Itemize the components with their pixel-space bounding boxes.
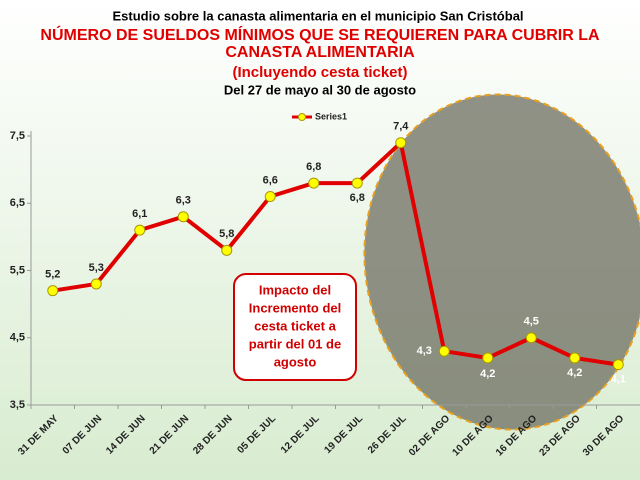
title-line: CANASTA ALIMENTARIA (225, 44, 415, 61)
subtitle: (Incluyendo cesta ticket) (232, 64, 407, 81)
value-label: 5,2 (45, 269, 60, 281)
value-label: 6,3 (176, 195, 191, 207)
point (90, 278, 102, 290)
title-line: NÚMERO DE SUELDOS MÍNIMOS QUE SE REQUIER… (40, 25, 600, 44)
value-label: 6,6 (263, 174, 278, 186)
annotation-box (233, 273, 357, 381)
y-tick-label: 6,5 (10, 197, 25, 209)
value-label: 4,2 (567, 367, 582, 379)
value-label: 5,3 (89, 262, 104, 274)
point (482, 352, 494, 364)
point (351, 177, 363, 189)
point (47, 285, 59, 297)
point (438, 345, 450, 357)
value-label: 6,1 (132, 208, 147, 220)
point (134, 224, 146, 236)
value-label: 6,8 (306, 161, 321, 173)
annotation-text: cesta ticket a (254, 318, 336, 333)
supertitle: Estudio sobre la canasta alimentaria en … (112, 8, 523, 23)
period: Del 27 de mayo al 30 de agosto (224, 82, 416, 97)
annotation-text: agosto (274, 354, 317, 369)
value-label: 6,8 (350, 192, 365, 204)
y-tick-label: 5,5 (10, 264, 25, 276)
y-tick-label: 3,5 (10, 399, 25, 411)
point (569, 352, 581, 364)
point (308, 177, 320, 189)
y-tick-label: 7,5 (10, 130, 25, 142)
point (525, 332, 537, 344)
point (612, 359, 624, 371)
highlight-ellipse (363, 93, 640, 431)
point (221, 244, 233, 256)
y-tick-label: 4,5 (10, 332, 25, 344)
legend-marker (298, 113, 306, 121)
value-label: 4,1 (611, 374, 626, 386)
point (395, 137, 407, 149)
value-label: 4,3 (417, 345, 432, 357)
point (177, 211, 189, 223)
point (264, 191, 276, 203)
value-label: 5,8 (219, 228, 234, 240)
value-label: 7,4 (393, 121, 409, 133)
value-label: 4,2 (480, 368, 495, 380)
annotation-text: partir del 01 de (249, 336, 341, 351)
value-label: 4,5 (524, 316, 539, 328)
legend-label: Series1 (315, 111, 347, 121)
series-line (52, 140, 619, 367)
annotation-text: Incremento del (249, 300, 341, 315)
annotation-text: Impacto del (259, 282, 331, 297)
